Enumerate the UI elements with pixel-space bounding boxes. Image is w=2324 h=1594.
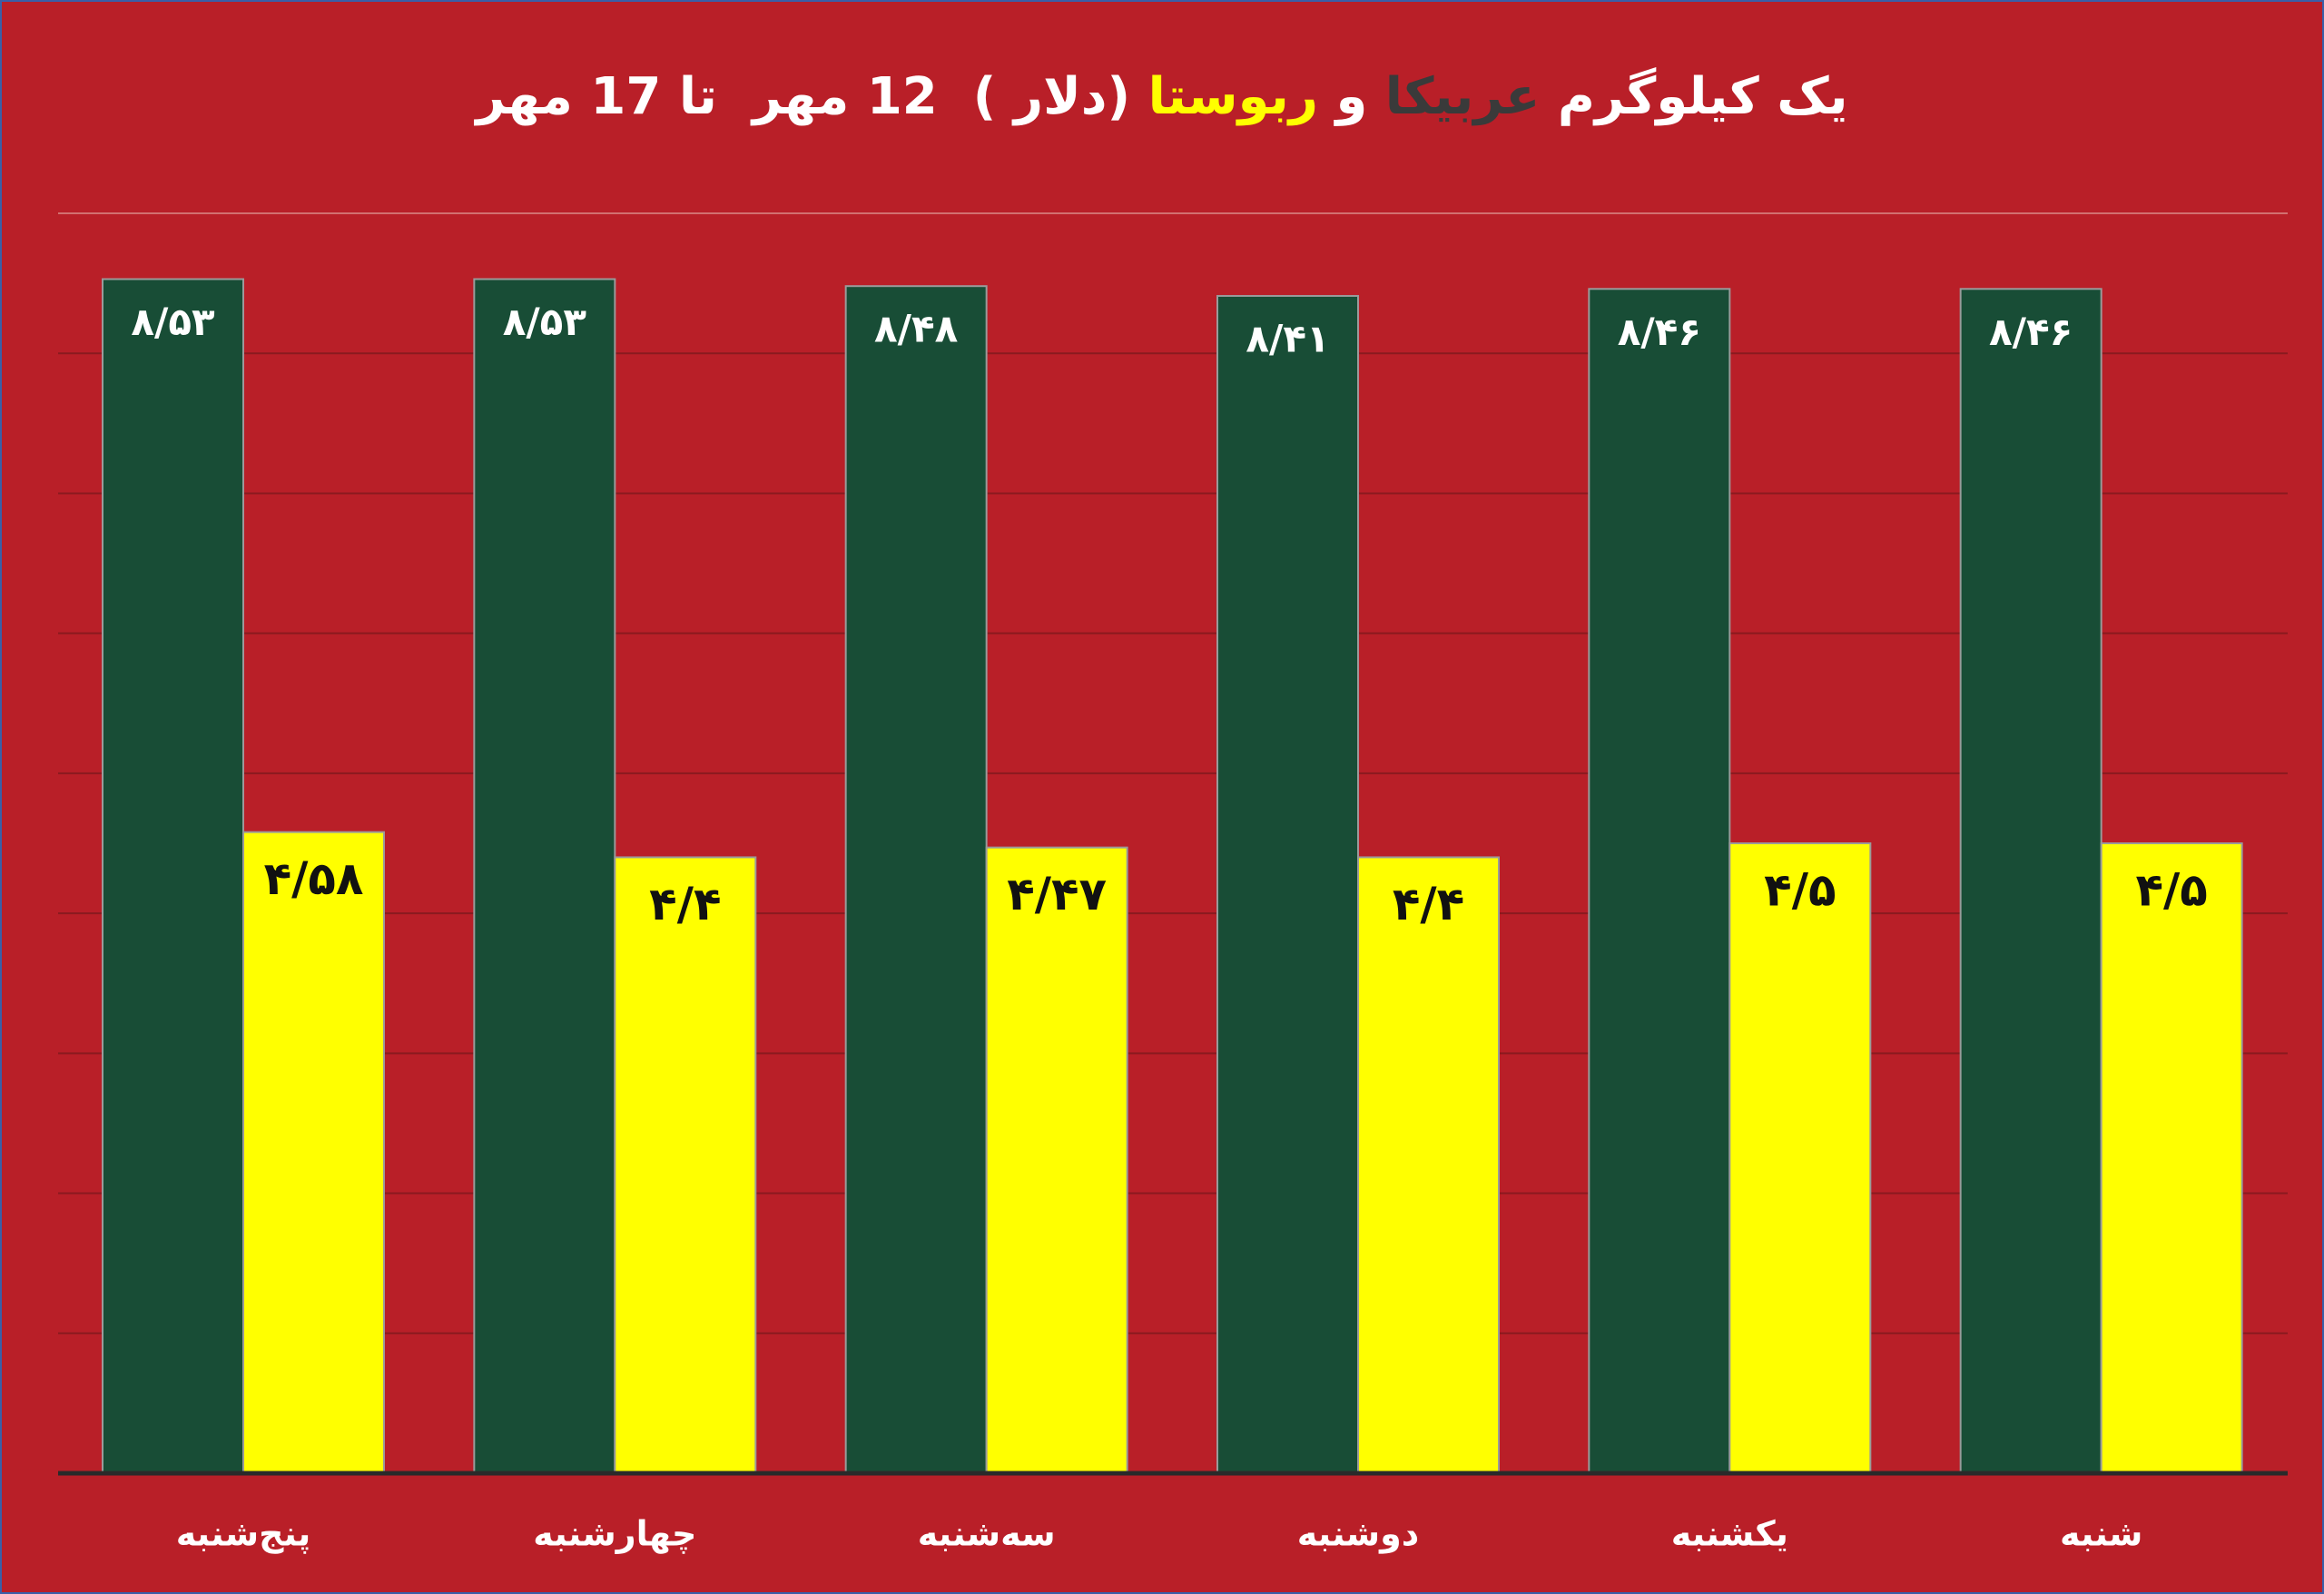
value-label: ۴/۴۷ bbox=[1007, 868, 1107, 920]
title-part: و bbox=[1317, 67, 1385, 126]
chart-title: یک کیلوگرم عربیکا و ربوستا (دلار ) 12 مه… bbox=[2, 67, 2322, 126]
x-tick-label: چهارشنبه bbox=[533, 1514, 696, 1554]
bar bbox=[102, 278, 244, 1474]
x-tick-label: یکشنبه bbox=[1671, 1514, 1788, 1554]
x-tick-label: شنبه bbox=[2060, 1514, 2142, 1554]
title-part: (دلار ) 12 مهر تا 17 مهر bbox=[476, 67, 1148, 126]
value-label: ۸/۵۳ bbox=[503, 300, 587, 344]
bar bbox=[985, 846, 1128, 1474]
value-label: ۴/۴ bbox=[1393, 878, 1464, 930]
value-label: ۸/۴۶ bbox=[1989, 310, 2073, 354]
value-label: ۸/۵۳ bbox=[131, 300, 215, 344]
x-tick-label: دوشنبه bbox=[1297, 1514, 1420, 1555]
value-label: ۴/۵ bbox=[2136, 864, 2208, 917]
title-part: ربوستا bbox=[1147, 67, 1318, 126]
x-tick-label: سه‌شنبه bbox=[918, 1514, 1056, 1554]
x-tick-label: پنج‌شنبه bbox=[176, 1514, 311, 1554]
bar bbox=[1357, 856, 1500, 1474]
bar bbox=[1216, 294, 1359, 1475]
value-label: ۸/۴۱ bbox=[1246, 316, 1329, 360]
bar bbox=[844, 285, 988, 1474]
value-label: ۴/۵۸ bbox=[264, 852, 364, 905]
bar bbox=[2100, 842, 2243, 1474]
title-part: عربیکا bbox=[1384, 67, 1541, 126]
title-part: یک کیلوگرم bbox=[1540, 67, 1848, 126]
value-label: ۸/۴۶ bbox=[1618, 310, 1701, 354]
bar bbox=[1728, 842, 1872, 1474]
value-label: ۴/۵ bbox=[1764, 864, 1836, 917]
bar bbox=[1588, 288, 1731, 1474]
bar bbox=[1959, 288, 2102, 1474]
value-label: ۴/۴ bbox=[649, 878, 721, 930]
bar bbox=[614, 856, 757, 1474]
bar bbox=[473, 278, 616, 1474]
value-label: ۸/۴۸ bbox=[874, 307, 959, 351]
bar bbox=[242, 831, 385, 1474]
